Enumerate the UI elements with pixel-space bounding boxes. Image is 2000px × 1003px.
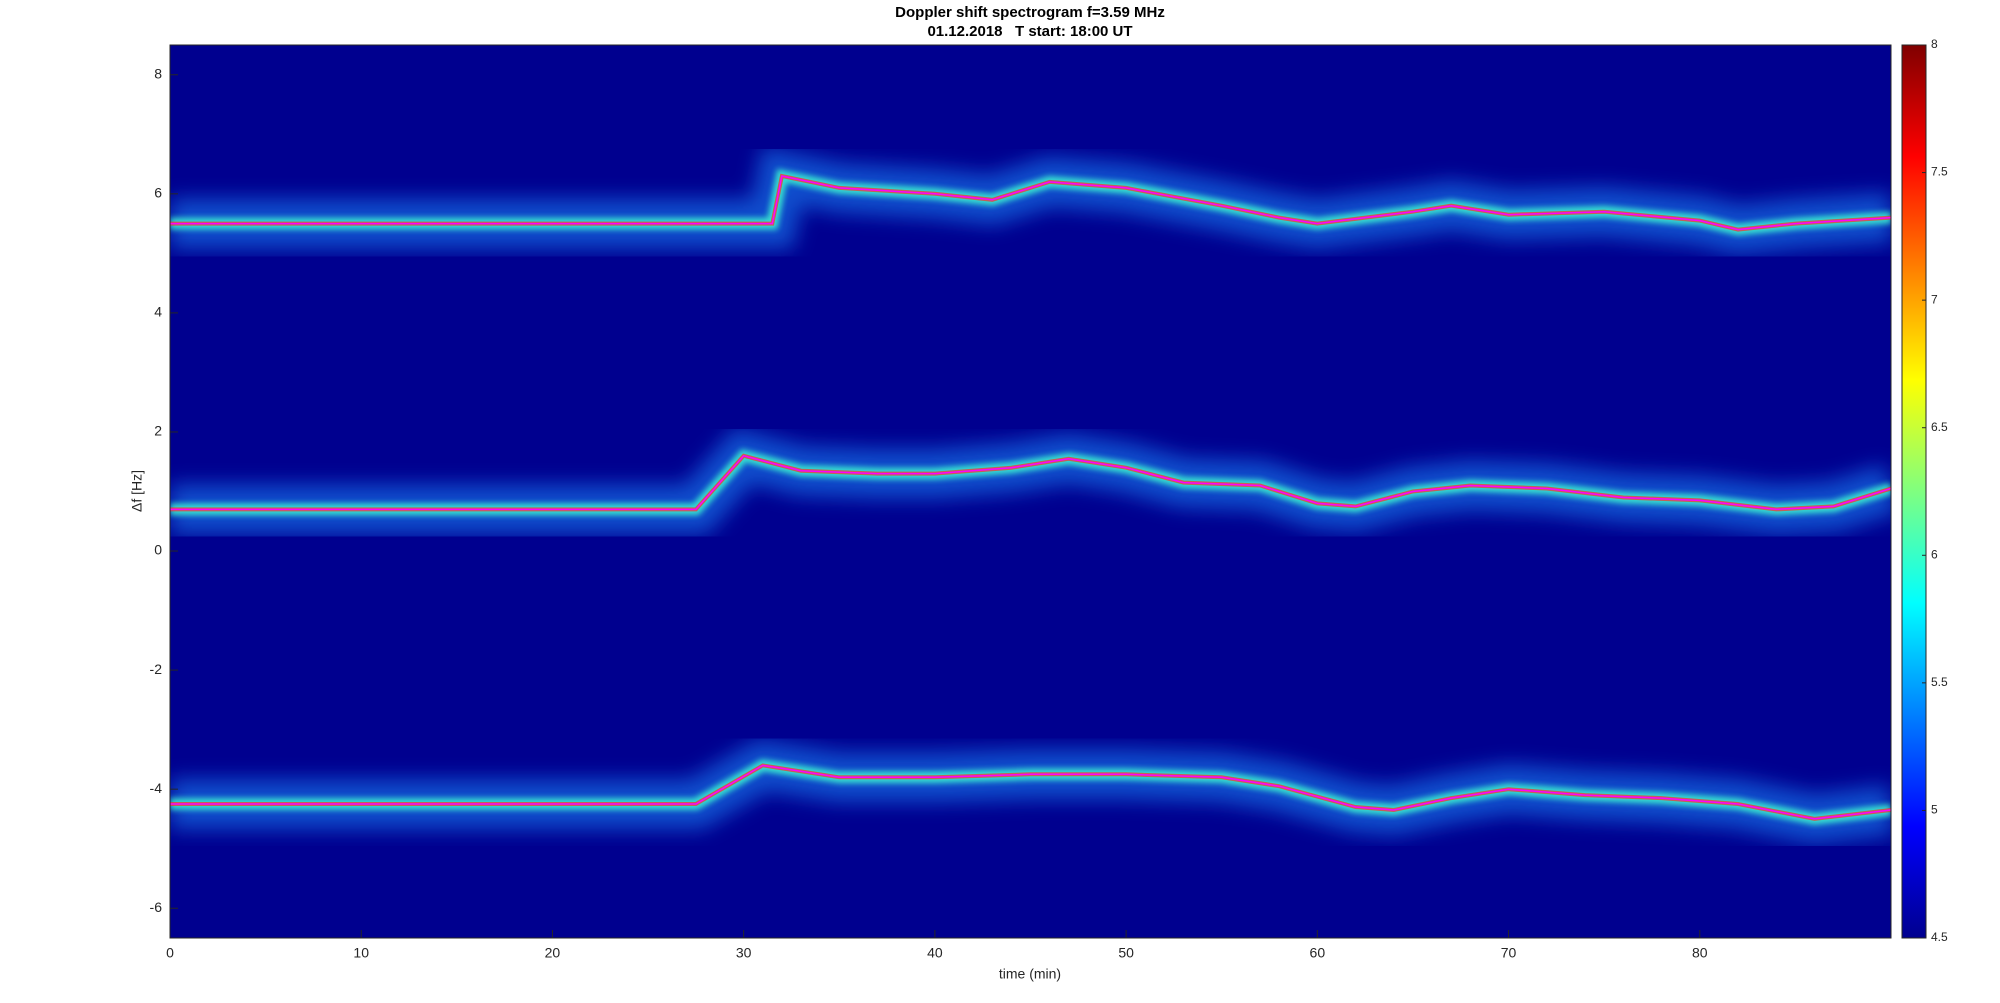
- y-axis-label: Δf [Hz]: [129, 470, 145, 512]
- x-tick-label: 50: [1118, 945, 1134, 961]
- y-tick-label: 2: [154, 423, 162, 439]
- chart-title: Doppler shift spectrogram f=3.59 MHz: [895, 4, 1165, 21]
- x-tick-label: 40: [927, 945, 943, 961]
- colorbar-tick-label: 6: [1931, 547, 1938, 561]
- colorbar-tick-label: 8: [1931, 37, 1938, 51]
- colorbar-tick-label: 7.5: [1931, 165, 1948, 179]
- colorbar-tick-label: 6.5: [1931, 420, 1948, 434]
- y-tick-label: -6: [150, 899, 163, 915]
- x-tick-label: 60: [1310, 945, 1326, 961]
- plot-frame: [169, 44, 1892, 939]
- x-tick-label: 80: [1692, 945, 1708, 961]
- y-tick-label: 0: [154, 542, 162, 558]
- y-tick-label: 6: [154, 185, 162, 201]
- plot-area: [170, 146, 1891, 845]
- x-tick-label: 10: [353, 945, 369, 961]
- y-tick-label: -4: [150, 780, 163, 796]
- x-tick-label: 20: [545, 945, 561, 961]
- trace-line: [170, 764, 1891, 820]
- colorbar-tick-label: 5.5: [1931, 675, 1948, 689]
- colorbar-tick-label: 4.5: [1931, 930, 1948, 944]
- x-tick-label: 30: [736, 945, 752, 961]
- colorbar-tick-label: 7: [1931, 292, 1938, 306]
- x-tick-label: 70: [1501, 945, 1517, 961]
- y-tick-label: 8: [154, 65, 162, 81]
- x-tick-label: 0: [166, 945, 174, 961]
- chart-subtitle: 01.12.2018 T start: 18:00 UT: [927, 23, 1132, 40]
- y-tick-label: -2: [150, 661, 163, 677]
- colorbar-tick-label: 5: [1931, 803, 1938, 817]
- trace-line: [170, 454, 1891, 511]
- colorbar: [1901, 44, 1927, 939]
- y-tick-label: 4: [154, 304, 162, 320]
- trace-line: [170, 175, 1891, 231]
- x-axis-label: time (min): [999, 966, 1061, 982]
